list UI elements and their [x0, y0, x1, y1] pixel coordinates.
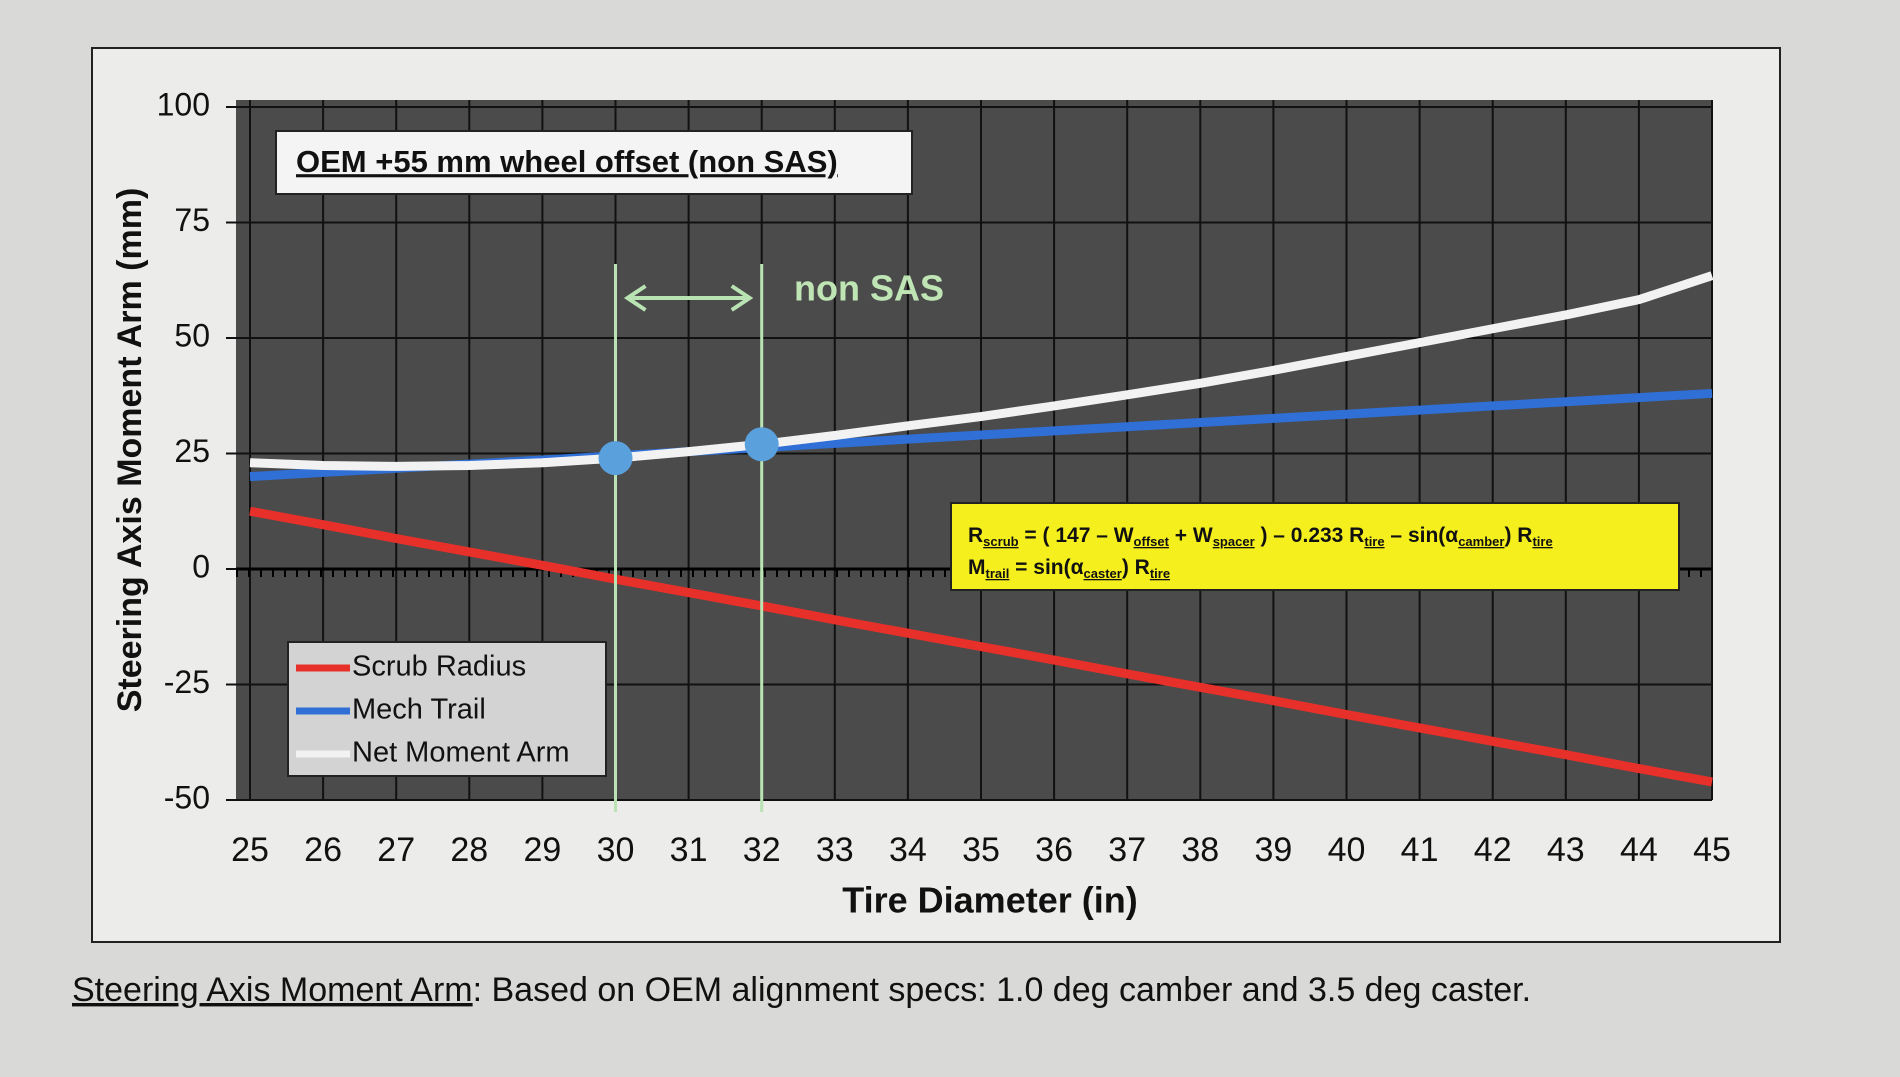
caption-rest: : Based on OEM alignment specs: 1.0 deg … [473, 971, 1531, 1009]
formula-text: = ( 147 – W [1019, 524, 1134, 547]
y-tick-label: 100 [157, 86, 210, 122]
x-tick-label: 41 [1401, 831, 1439, 869]
x-tick-label: 38 [1181, 831, 1219, 869]
x-tick-label: 34 [889, 831, 927, 869]
x-tick-label: 33 [816, 831, 854, 869]
formula-text: ) R [1122, 556, 1150, 579]
x-tick-label: 25 [231, 831, 269, 869]
formula-line: Mtrail = sin(αcaster) Rtire [968, 556, 1170, 582]
formula-subscript: scrub [983, 534, 1018, 549]
formula-subscript: trail [986, 566, 1010, 581]
marker [598, 441, 633, 476]
formula-text: + W [1169, 524, 1213, 547]
y-tick-label: 75 [174, 202, 210, 238]
caption-lead: Steering Axis Moment Arm [72, 971, 473, 1009]
legend-label: Net Moment Arm [352, 737, 570, 769]
marker [744, 427, 779, 462]
formula-text: M [968, 556, 986, 579]
x-tick-label: 40 [1328, 831, 1366, 869]
x-axis-title: Tire Diameter (in) [842, 880, 1137, 921]
x-tick-label: 29 [523, 831, 561, 869]
x-tick-label: 36 [1035, 831, 1073, 869]
legend-label: Mech Trail [352, 694, 486, 726]
x-tick-label: 27 [377, 831, 415, 869]
formula-subscript: offset [1134, 534, 1170, 549]
range-label: non SAS [794, 268, 944, 309]
formula-subscript: caster [1084, 566, 1122, 581]
x-tick-label: 32 [743, 831, 781, 869]
legend-label: Scrub Radius [352, 651, 526, 683]
formula-subscript: tire [1364, 534, 1384, 549]
annotation-box [275, 130, 913, 195]
y-tick-label: 50 [174, 317, 210, 353]
y-tick-label: -25 [164, 664, 210, 700]
series-line [249, 271, 1714, 471]
formula-text: ) – 0.233 R [1255, 524, 1365, 547]
formula-subscript: spacer [1213, 534, 1255, 549]
x-tick-label: 35 [962, 831, 1000, 869]
formula-text: – sin(α [1385, 524, 1459, 547]
x-tick-label: 37 [1108, 831, 1146, 869]
formula-line: Rscrub = ( 147 – Woffset + Wspacer ) – 0… [968, 524, 1553, 550]
formula-text: = sin(α [1009, 556, 1083, 579]
x-tick-label: 43 [1547, 831, 1585, 869]
overlays: non SAS OEM +55 mm wheel offset (non SAS)… [275, 130, 1680, 812]
annotation-text: OEM +55 mm wheel offset (non SAS) [296, 144, 838, 179]
x-tick-label: 26 [304, 831, 342, 869]
x-tick-label: 30 [597, 831, 635, 869]
x-tick-label: 39 [1254, 831, 1292, 869]
formula-subscript: camber [1458, 534, 1504, 549]
formula-subscript: tire [1532, 534, 1552, 549]
x-tick-label: 31 [670, 831, 708, 869]
formula-subscript: tire [1150, 566, 1170, 581]
range-arrow [623, 284, 754, 312]
formula-text: R [968, 524, 983, 547]
y-tick-label: 25 [174, 433, 210, 469]
x-tick-label: 44 [1620, 831, 1658, 869]
y-tick-label: -50 [164, 779, 210, 815]
x-tick-label: 28 [450, 831, 488, 869]
series-lines [249, 271, 1714, 787]
formula-box [950, 502, 1680, 591]
series-line [249, 506, 1713, 787]
y-axis-title: Steering Axis Moment Arm (mm) [111, 188, 149, 713]
y-tick-label: 0 [192, 548, 210, 584]
x-tick-label: 45 [1693, 831, 1731, 869]
caption: Steering Axis Moment Arm: Based on OEM a… [72, 971, 1531, 1009]
x-tick-label: 42 [1474, 831, 1512, 869]
formula-text: ) R [1504, 524, 1532, 547]
